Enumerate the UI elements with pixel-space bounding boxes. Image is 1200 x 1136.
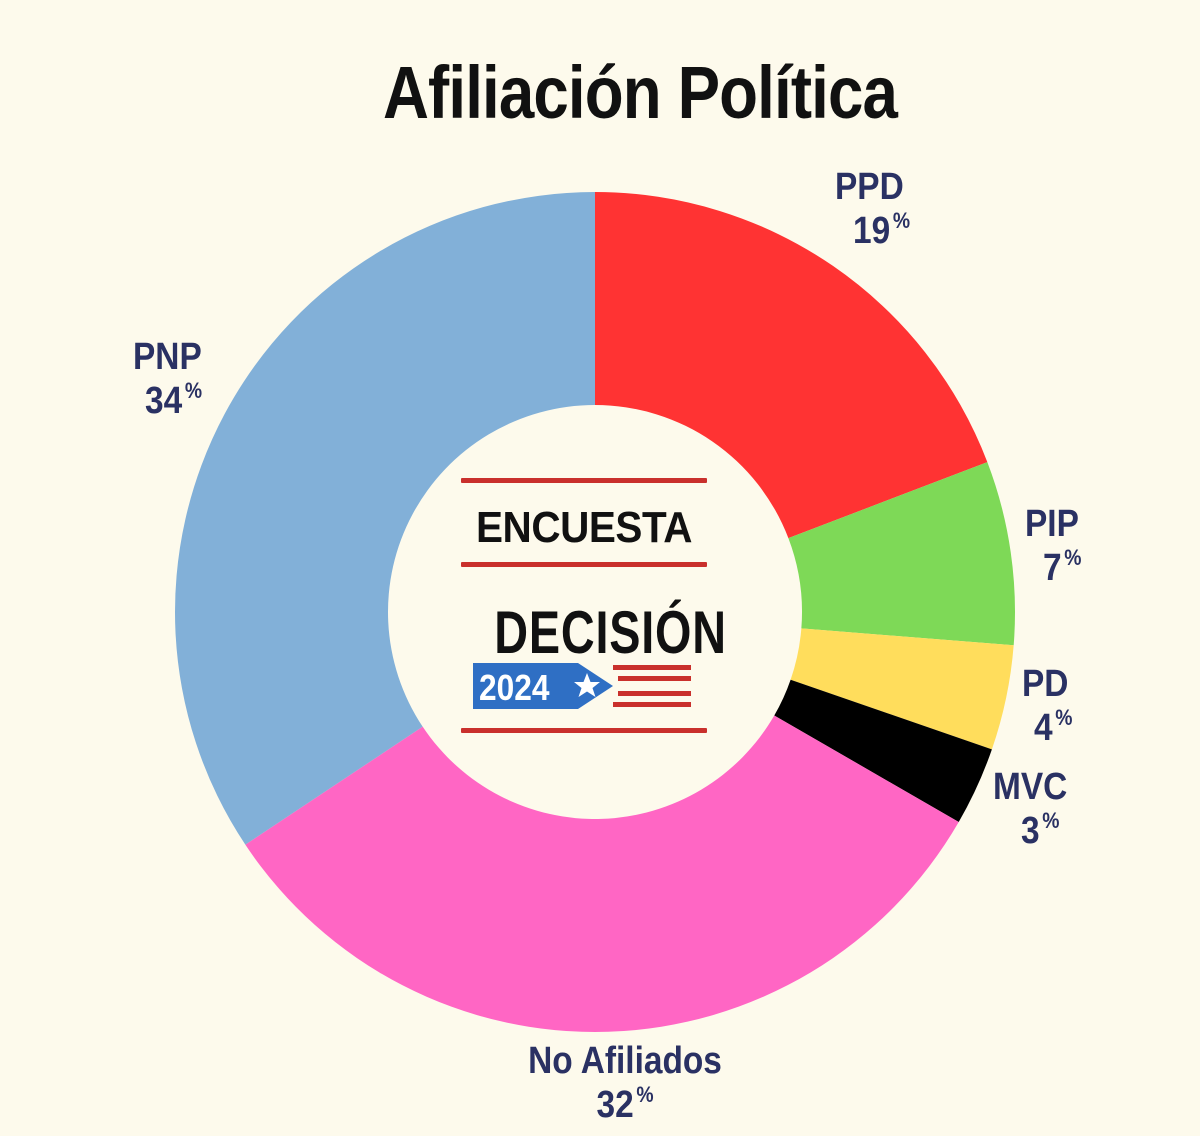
- slice-ppd: [595, 192, 988, 539]
- logo-rule-top-1: [461, 478, 707, 483]
- slice-label-value: 32%: [596, 1082, 654, 1126]
- logo-year: 2024: [479, 667, 550, 708]
- encuesta-decision-logo: ENCUESTA DECISIÓN 2024: [455, 470, 727, 740]
- slice-label-name: PIP: [1025, 503, 1079, 545]
- slice-pnp: [174, 191, 595, 845]
- slice-pd: [790, 628, 1014, 750]
- label-no-afiliados: No Afiliados 32%: [470, 1042, 780, 1124]
- logo-rule-bottom: [461, 728, 707, 733]
- label-mvc: MVC 3%: [993, 768, 1077, 850]
- slice-label-value: 4%: [1034, 705, 1073, 749]
- slice-label-name: PD: [1022, 663, 1069, 705]
- slice-label-unit: %: [184, 378, 203, 403]
- label-pd: PD 4%: [1022, 665, 1078, 747]
- logo-flag: [473, 663, 691, 709]
- slice-label-name: MVC: [993, 766, 1068, 808]
- star-icon: [574, 673, 600, 697]
- slice-label-unit: %: [636, 1082, 654, 1107]
- slice-label-value: 19%: [853, 208, 911, 252]
- slice-label-value: 7%: [1043, 545, 1082, 589]
- label-pnp: PNP 34%: [133, 338, 211, 420]
- slice-label-name: PNP: [133, 336, 202, 378]
- slice-no-afiliados: [245, 715, 959, 1032]
- slice-label-unit: %: [1055, 705, 1073, 730]
- slice-mvc: [774, 679, 992, 822]
- slice-label-name: No Afiliados: [528, 1040, 722, 1082]
- chart-title: Afiliación Política: [382, 51, 898, 134]
- logo-line1: ENCUESTA: [476, 503, 692, 552]
- label-ppd: PPD 19%: [835, 168, 918, 250]
- label-pip: PIP 7%: [1025, 505, 1087, 587]
- slice-label-value: 34%: [145, 378, 203, 422]
- logo-line2: DECISIÓN: [494, 599, 727, 666]
- slice-label-name: PPD: [835, 166, 904, 208]
- donut-slices: [174, 191, 1015, 1032]
- logo-rule-top-2: [461, 562, 707, 567]
- slice-label-unit: %: [1042, 808, 1060, 833]
- slice-label-value: 3%: [1021, 808, 1060, 852]
- slice-label-unit: %: [892, 208, 911, 233]
- slice-pip: [788, 462, 1015, 646]
- slice-label-unit: %: [1064, 545, 1082, 570]
